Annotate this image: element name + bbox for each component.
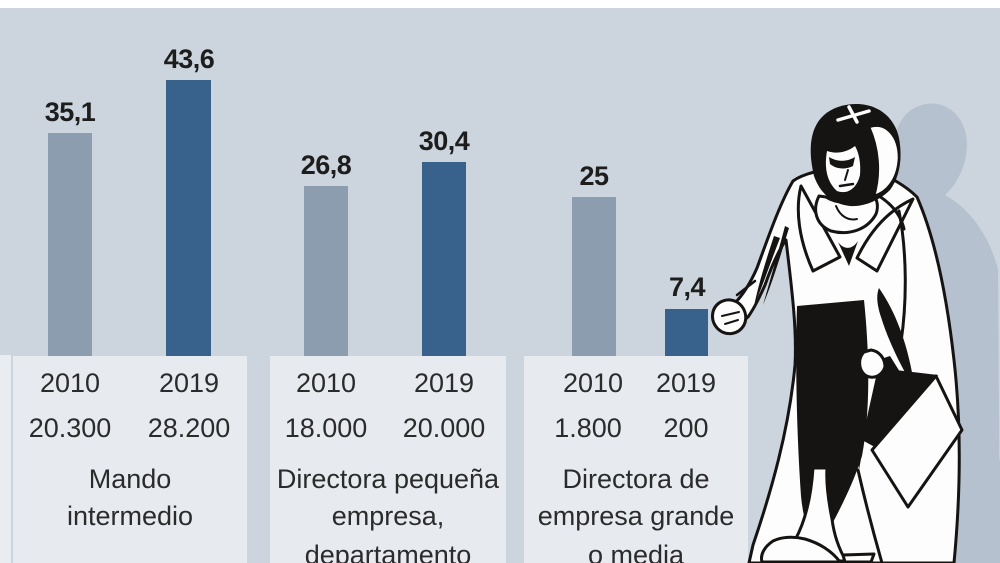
bar-pequena-2010 xyxy=(304,186,348,356)
category-label-line: intermedio xyxy=(66,501,194,531)
value-label: 26,8 xyxy=(300,150,352,180)
label-panel-pequena xyxy=(270,356,506,563)
year-label: 2010 xyxy=(39,368,101,398)
year-label: 2010 xyxy=(295,368,357,398)
count-label: 20.300 xyxy=(28,413,112,443)
count-label: 28.200 xyxy=(147,413,231,443)
value-label: 7,4 xyxy=(668,272,706,302)
bar-grande-2019 xyxy=(665,309,708,356)
category-label-line: departamento xyxy=(304,540,472,563)
value-label: 43,6 xyxy=(163,44,215,74)
bar-grande-2010 xyxy=(572,197,616,356)
category-label-line: Mando xyxy=(88,464,172,494)
label-panel-grande xyxy=(524,356,748,563)
bar-mando-2019 xyxy=(166,80,211,356)
bar-mando-2010 xyxy=(48,133,92,356)
top-edge-margin xyxy=(0,0,1000,8)
year-label: 2019 xyxy=(413,368,475,398)
count-label: 20.000 xyxy=(402,413,486,443)
count-label: 18.000 xyxy=(284,413,368,443)
bar-pequena-2019 xyxy=(422,162,466,356)
year-label: 2019 xyxy=(655,368,717,398)
category-label-line: Directora pequeña xyxy=(276,464,500,494)
value-label: 30,4 xyxy=(418,126,470,156)
year-label: 2019 xyxy=(158,368,220,398)
value-label: 35,1 xyxy=(44,97,96,127)
count-label: 1.800 xyxy=(554,413,622,443)
label-panel-mando xyxy=(13,356,247,563)
left-edge-margin xyxy=(0,355,11,563)
category-label-line: empresa, xyxy=(331,501,445,531)
category-label-line: o media xyxy=(587,540,685,563)
value-label: 25 xyxy=(579,161,609,191)
year-label: 2010 xyxy=(562,368,624,398)
count-label: 200 xyxy=(663,413,709,443)
category-label-line: Directora de xyxy=(562,464,710,494)
category-label-line: empresa grande xyxy=(537,501,735,531)
